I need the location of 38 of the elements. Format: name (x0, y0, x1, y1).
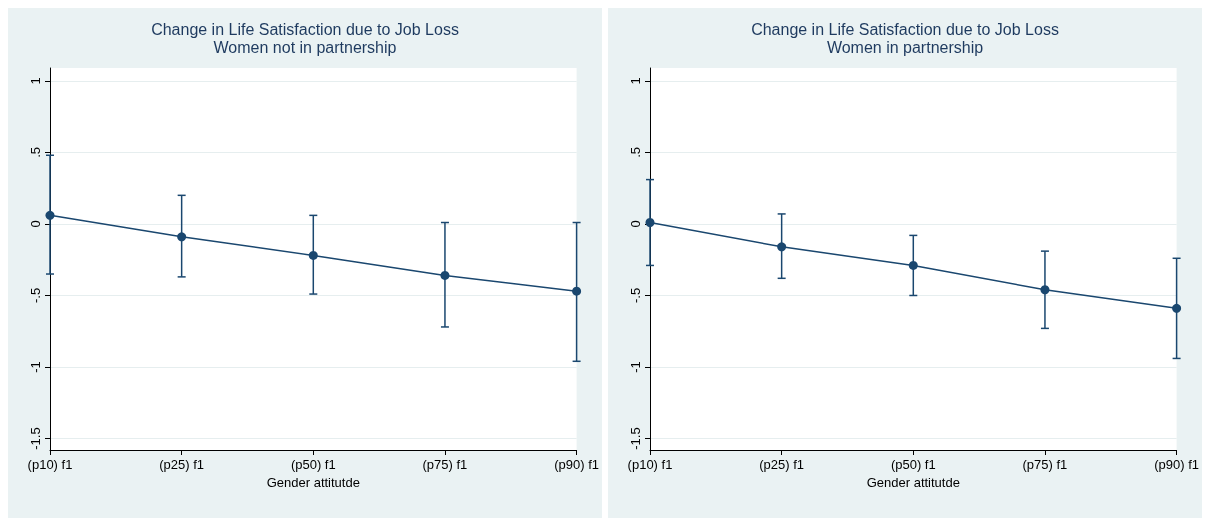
y-tick-label: -.5 (628, 287, 643, 304)
chart-title: Change in Life Satisfaction due to Job Loss (151, 20, 459, 38)
chart-subtitle: Women not in partnership (213, 38, 397, 56)
point (908, 260, 918, 270)
chart-title: Change in Life Satisfaction due to Job Loss (751, 20, 1059, 38)
y-tick-label: -.5 (28, 287, 43, 304)
point (1172, 303, 1182, 313)
y-tick-label: .5 (28, 146, 43, 158)
y-tick-label: 1 (628, 77, 643, 85)
x-tick-label: (p50) f1 (290, 457, 336, 472)
y-tick-label: -1.5 (628, 427, 643, 450)
x-tick-label: (p75) f1 (1022, 457, 1068, 472)
point (1040, 285, 1050, 295)
x-tick-label: (p50) f1 (890, 457, 936, 472)
x-tick-label: (p90) f1 (1154, 457, 1200, 472)
point (645, 218, 655, 228)
x-tick-label: (p10) f1 (27, 457, 73, 472)
y-tick-label: 0 (628, 220, 643, 228)
point (177, 232, 187, 242)
x-tick-label: (p25) f1 (759, 457, 805, 472)
chart-subtitle: Women in partnership (826, 38, 984, 56)
point (45, 210, 55, 220)
x-tick-label: (p25) f1 (159, 457, 205, 472)
x-tick-label: (p75) f1 (422, 457, 468, 472)
point (572, 286, 582, 296)
point (308, 250, 318, 260)
x-tick-label: (p90) f1 (554, 457, 600, 472)
point (777, 242, 787, 252)
point (440, 270, 450, 280)
y-tick-label: 1 (28, 77, 43, 85)
y-tick-label: .5 (628, 146, 643, 158)
y-tick-label: -1 (628, 361, 643, 373)
y-tick-label: -1.5 (28, 427, 43, 450)
x-axis-title: Gender attitutde (266, 475, 360, 490)
x-tick-label: (p10) f1 (627, 457, 673, 472)
y-tick-label: 0 (28, 220, 43, 228)
y-tick-label: -1 (28, 361, 43, 373)
x-axis-title: Gender attitutde (866, 475, 960, 490)
